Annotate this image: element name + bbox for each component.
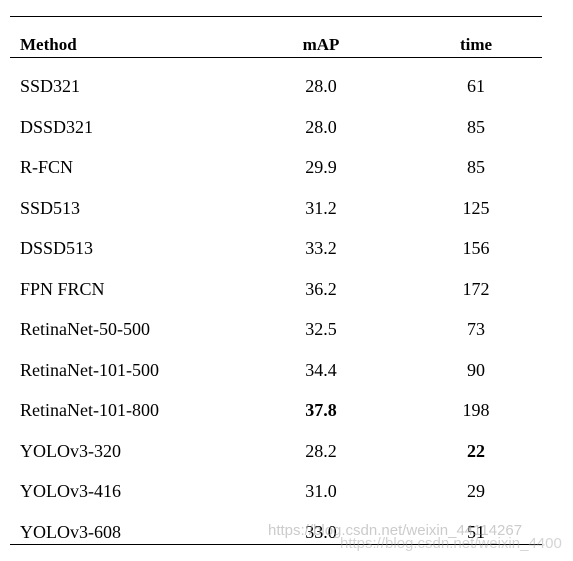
cell-method: DSSD513 <box>20 238 94 258</box>
cell-method: RetinaNet-50-500 <box>20 319 150 339</box>
cell-time: 90 <box>467 359 485 380</box>
cell-time: 61 <box>467 76 485 96</box>
cell-map: 31.0 <box>305 481 337 501</box>
cell-method: RetinaNet-101-500 <box>20 359 159 380</box>
table-row: RetinaNet-101-800 37.8 198 <box>10 382 542 423</box>
table-row: FPN FRCN 36.2 172 <box>10 261 542 302</box>
table-row: RetinaNet-101-500 34.4 90 <box>10 342 542 383</box>
table-row: YOLOv3-608 33.0 51 <box>10 504 542 545</box>
cell-time: 198 <box>462 400 490 420</box>
cell-method: SSD321 <box>20 76 81 96</box>
table-row: SSD321 28.0 61 <box>10 58 542 99</box>
header-map: mAP <box>302 35 340 54</box>
cell-map: 33.2 <box>305 238 337 258</box>
header-method: Method <box>20 35 77 54</box>
cell-time: 156 <box>462 238 490 258</box>
cell-time: 85 <box>467 116 485 137</box>
table-bottom-rule <box>10 544 542 545</box>
cell-method: SSD513 <box>20 197 81 218</box>
table-row: YOLOv3-416 31.0 29 <box>10 463 542 504</box>
cell-map: 36.2 <box>305 278 337 299</box>
table-header-rule <box>10 57 542 58</box>
cell-time: 73 <box>467 319 485 339</box>
cell-time: 85 <box>467 157 485 177</box>
cell-map: 28.0 <box>305 76 337 96</box>
watermark-text: https://blog.csdn.net/weixin_44114267 <box>268 522 523 539</box>
table-row: YOLOv3-320 28.2 22 <box>10 423 542 464</box>
cell-map: 32.5 <box>305 319 337 339</box>
table-row: SSD513 31.2 125 <box>10 180 542 221</box>
watermark-text-secondary: https://blog.csdn.net/weixin_4400 <box>340 535 562 552</box>
cell-time-best: 22 <box>467 440 485 461</box>
table-body: SSD321 28.0 61 DSSD321 28.0 85 R-FCN 29.… <box>10 58 542 544</box>
cell-time: 125 <box>462 197 490 218</box>
cell-method: RetinaNet-101-800 <box>20 400 159 420</box>
cell-map: 28.0 <box>305 116 337 137</box>
cell-map: 29.9 <box>305 157 337 177</box>
cell-method: FPN FRCN <box>20 278 105 299</box>
header-time: time <box>459 35 493 54</box>
table-row: DSSD513 33.2 156 <box>10 220 542 261</box>
cell-method: DSSD321 <box>20 116 94 137</box>
cell-time: 29 <box>467 481 485 501</box>
table-header-row: Method mAP time <box>10 16 542 57</box>
cell-method: YOLOv3-416 <box>20 481 121 501</box>
cell-map-best: 37.8 <box>305 400 337 420</box>
table-row: DSSD321 28.0 85 <box>10 99 542 140</box>
cell-method: YOLOv3-320 <box>20 440 121 461</box>
cell-map: 31.2 <box>305 197 337 218</box>
table-top-rule <box>10 16 542 17</box>
cell-map: 34.4 <box>305 359 337 380</box>
cell-map: 28.2 <box>305 440 337 461</box>
table-row: RetinaNet-50-500 32.5 73 <box>10 301 542 342</box>
cell-map: 33.0 <box>305 521 337 542</box>
table-row: R-FCN 29.9 85 <box>10 139 542 180</box>
cell-time: 172 <box>462 278 490 299</box>
cell-time: 51 <box>467 521 485 542</box>
cell-method: R-FCN <box>20 157 74 177</box>
cell-method: YOLOv3-608 <box>20 521 121 542</box>
